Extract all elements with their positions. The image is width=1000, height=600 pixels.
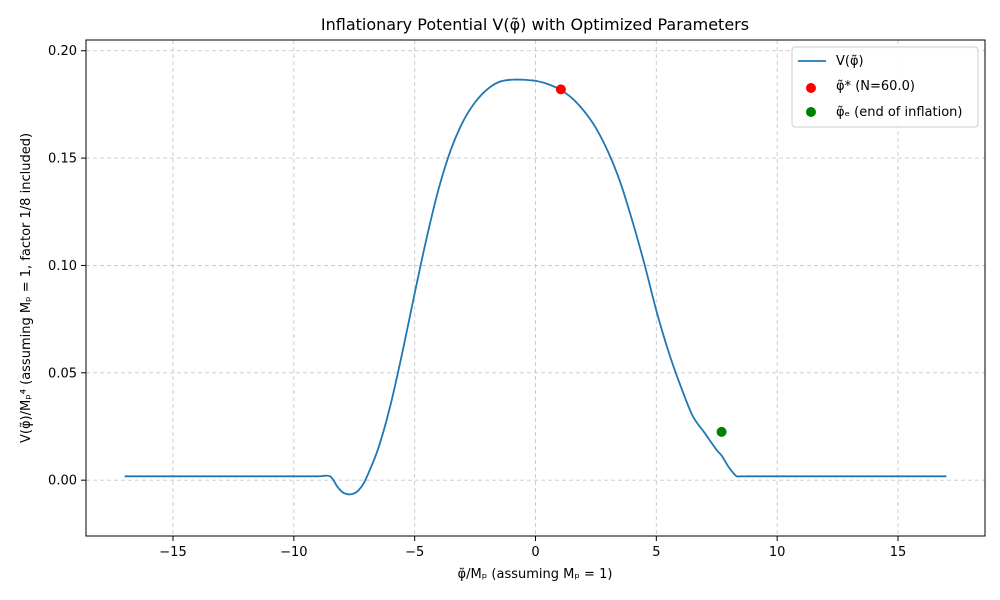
y-axis: 0.00 0.05 0.10 0.15 0.20 bbox=[48, 44, 86, 489]
chart-title: Inflationary Potential V(φ̃) with Optimi… bbox=[321, 15, 749, 34]
legend-label-phi-star: φ̃* (N=60.0) bbox=[836, 79, 915, 94]
phi-end-point bbox=[716, 426, 727, 437]
legend-label-phi-end: φ̃ₑ (end of inflation) bbox=[836, 105, 962, 120]
x-axis: −15 −10 −5 0 5 10 15 bbox=[159, 536, 906, 560]
x-tick-label: −10 bbox=[280, 545, 307, 560]
legend-marker-phi-star bbox=[806, 83, 816, 93]
y-tick-label: 0.05 bbox=[48, 366, 77, 381]
x-tick-label: 15 bbox=[890, 545, 907, 560]
potential-curve bbox=[124, 78, 947, 496]
legend: V(φ̃) φ̃* (N=60.0) φ̃ₑ (end of inflation… bbox=[791, 46, 979, 128]
x-tick-label: 5 bbox=[652, 545, 660, 560]
x-tick-label: −15 bbox=[159, 545, 186, 560]
y-tick-label: 0.15 bbox=[48, 152, 77, 167]
phi-star-point bbox=[555, 84, 566, 95]
x-axis-label: φ̃/Mₚ (assuming Mₚ = 1) bbox=[458, 567, 613, 582]
legend-marker-phi-end bbox=[806, 107, 816, 117]
grid bbox=[86, 40, 985, 536]
series-layer bbox=[124, 78, 947, 496]
y-tick-label: 0.10 bbox=[48, 259, 77, 274]
legend-box bbox=[791, 46, 979, 128]
x-tick-label: 0 bbox=[531, 545, 539, 560]
y-tick-label: 0.00 bbox=[48, 474, 77, 489]
y-tick-label: 0.20 bbox=[48, 44, 77, 59]
y-axis-label: V(φ̃)/Mₚ⁴ (assuming Mₚ = 1, factor 1/8 i… bbox=[19, 133, 34, 443]
x-tick-label: 10 bbox=[769, 545, 786, 560]
legend-label-potential: V(φ̃) bbox=[836, 54, 864, 69]
x-tick-label: −5 bbox=[405, 545, 424, 560]
